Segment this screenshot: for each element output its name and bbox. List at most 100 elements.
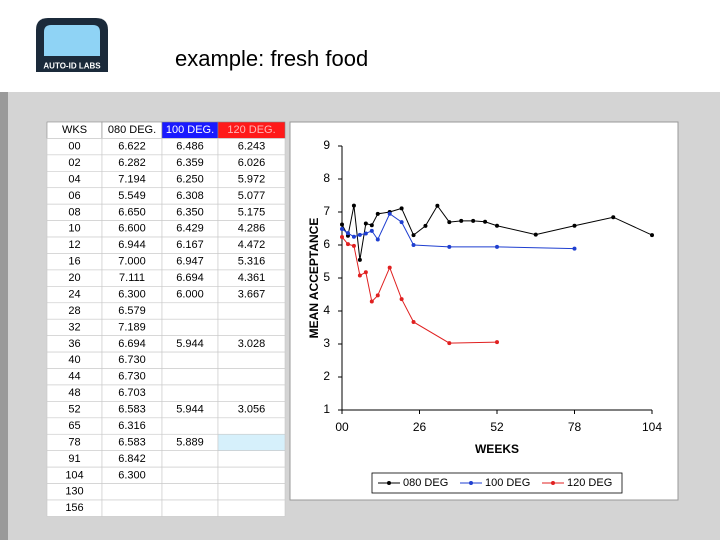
y-tick-label: 6 bbox=[323, 237, 330, 251]
data-point bbox=[351, 234, 356, 239]
cell-text: 06 bbox=[68, 190, 80, 202]
table-cell bbox=[217, 466, 286, 484]
y-tick-label: 9 bbox=[323, 138, 330, 152]
data-point bbox=[340, 234, 344, 239]
data-point bbox=[375, 293, 380, 298]
data-point bbox=[375, 211, 380, 216]
x-tick-label: 104 bbox=[642, 420, 662, 434]
cell-text: 6.600 bbox=[118, 223, 146, 235]
data-point bbox=[495, 244, 499, 249]
cell-text: 6.243 bbox=[238, 141, 266, 153]
cell-text: 28 bbox=[68, 305, 80, 317]
cell-text: 6.730 bbox=[118, 354, 146, 366]
data-point bbox=[399, 206, 404, 211]
table-cell bbox=[161, 450, 219, 468]
cell-text: 6.583 bbox=[118, 404, 146, 416]
legend-label: 100 DEG bbox=[485, 477, 530, 489]
cell-text: 7.000 bbox=[118, 256, 146, 268]
column-header: WKS bbox=[62, 124, 87, 136]
table-cell bbox=[217, 433, 286, 451]
legend-marker bbox=[551, 481, 555, 485]
data-point bbox=[375, 237, 380, 242]
cell-text: 6.583 bbox=[118, 436, 146, 448]
logo: AUTO-ID LABS bbox=[36, 18, 108, 72]
cell-text: 6.350 bbox=[176, 206, 204, 218]
data-point bbox=[351, 243, 356, 248]
data-point bbox=[351, 203, 356, 208]
cell-text: 6.300 bbox=[118, 288, 146, 300]
cell-text: 24 bbox=[68, 288, 80, 300]
x-axis-title: WEEKS bbox=[475, 442, 519, 456]
cell-text: 16 bbox=[68, 256, 80, 268]
data-point bbox=[369, 228, 374, 233]
y-tick-label: 5 bbox=[323, 270, 330, 284]
cell-text: 5.316 bbox=[238, 256, 266, 268]
table-cell bbox=[101, 499, 163, 517]
column-header: 100 DEG. bbox=[166, 124, 214, 136]
cell-text: 91 bbox=[68, 453, 80, 465]
cell-text: 6.650 bbox=[118, 206, 146, 218]
data-point bbox=[399, 220, 404, 225]
data-point bbox=[340, 222, 344, 227]
table-cell bbox=[161, 499, 219, 517]
data-point bbox=[611, 215, 616, 220]
logo-bar bbox=[36, 60, 108, 72]
x-tick-label: 26 bbox=[413, 420, 427, 434]
table-cell bbox=[161, 466, 219, 484]
cell-text: 6.167 bbox=[176, 239, 204, 251]
legend-marker bbox=[469, 481, 473, 485]
y-axis-title: MEAN ACCEPTANCE bbox=[307, 218, 321, 339]
data-point bbox=[363, 270, 368, 275]
table-cell bbox=[217, 384, 286, 402]
logo-text: AUTO-ID LABS bbox=[43, 62, 101, 71]
cell-text: 6.694 bbox=[176, 272, 204, 284]
cell-text: 3.667 bbox=[238, 288, 266, 300]
cell-text: 04 bbox=[68, 173, 80, 185]
cell-text: 3.056 bbox=[238, 404, 266, 416]
data-point bbox=[471, 218, 476, 223]
table-cell bbox=[161, 302, 219, 320]
cell-text: 44 bbox=[68, 371, 80, 383]
table: WKS 080 DEG. 100 DEG. 120 DEG. 00 6.622 6.486 6… bbox=[46, 121, 286, 517]
table-cell bbox=[161, 417, 219, 435]
table-cell bbox=[217, 351, 286, 369]
cell-text: 4.286 bbox=[238, 223, 266, 235]
cell-text: 4.472 bbox=[238, 239, 266, 251]
legend-label: 080 DEG bbox=[403, 477, 448, 489]
slide-title: example: fresh food bbox=[175, 46, 368, 71]
cell-text: 6.944 bbox=[118, 239, 146, 251]
table-cell bbox=[217, 318, 286, 336]
x-tick-label: 52 bbox=[490, 420, 504, 434]
data-point bbox=[387, 211, 392, 216]
cell-text: 52 bbox=[68, 404, 80, 416]
data-point bbox=[533, 232, 538, 237]
data-point bbox=[411, 233, 416, 238]
cell-text: 5.889 bbox=[176, 436, 204, 448]
cell-text: 4.361 bbox=[238, 272, 266, 284]
cell-text: 7.111 bbox=[119, 272, 145, 284]
data-point bbox=[399, 297, 404, 302]
legend-marker bbox=[387, 481, 391, 485]
table-cell bbox=[217, 302, 286, 320]
band-edge bbox=[0, 92, 8, 540]
cell-text: 6.622 bbox=[118, 141, 146, 153]
data-point bbox=[345, 231, 350, 236]
cell-text: 65 bbox=[68, 420, 80, 432]
cell-text: 08 bbox=[68, 206, 80, 218]
data-point bbox=[357, 273, 362, 278]
cell-text: 6.429 bbox=[176, 223, 204, 235]
cell-text: 02 bbox=[68, 157, 80, 169]
data-point bbox=[495, 223, 499, 228]
data-point bbox=[495, 340, 499, 345]
data-point bbox=[411, 243, 416, 247]
cell-text: 6.947 bbox=[176, 256, 204, 268]
table-cell bbox=[161, 318, 219, 336]
data-point bbox=[387, 265, 392, 270]
cell-text: 6.842 bbox=[118, 453, 146, 465]
data-point bbox=[369, 223, 374, 228]
cell-text: 48 bbox=[68, 387, 80, 399]
cell-text: 6.282 bbox=[118, 157, 146, 169]
data-point bbox=[572, 223, 577, 228]
